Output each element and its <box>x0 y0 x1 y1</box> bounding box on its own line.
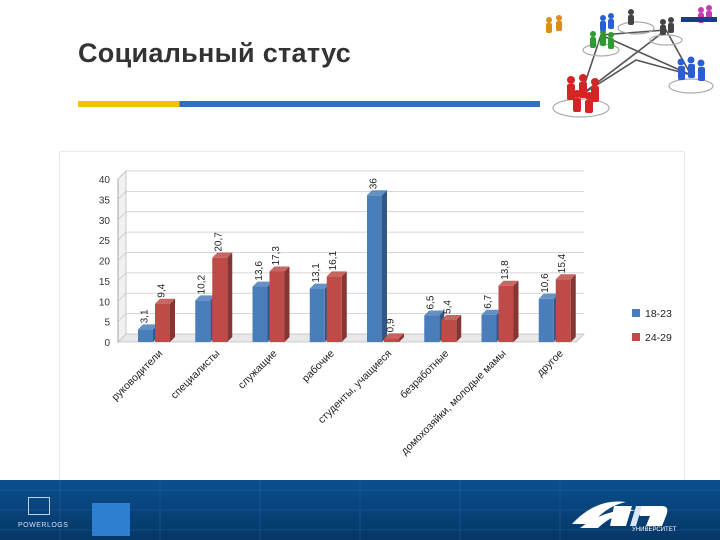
x-tick-label: рабочие <box>300 348 337 385</box>
bar-value-label: 13,6 <box>254 261 265 281</box>
bar <box>155 303 170 342</box>
bar <box>498 285 514 342</box>
bar-side <box>456 314 462 342</box>
gridline <box>117 231 584 241</box>
bar-side <box>341 271 347 342</box>
gridline <box>117 190 584 200</box>
bar-value-label: 0,9 <box>386 318 397 332</box>
legend-label: 18-23 <box>645 308 672 320</box>
bar-side <box>570 274 576 342</box>
title-underline <box>78 101 540 107</box>
bar-value-label: 16,1 <box>328 250 339 270</box>
bar-top <box>498 280 519 286</box>
powerlog-logo-text: POWERLOGS <box>18 522 69 529</box>
y-tick-label: 5 <box>104 318 110 329</box>
bar-top <box>441 314 462 320</box>
bar-value-label: 17,3 <box>271 246 282 266</box>
bar-value-label: 10,6 <box>540 273 551 293</box>
bar-value-label: 6,5 <box>426 295 437 309</box>
slide-title: Социальный статус <box>78 38 352 68</box>
bar-top <box>384 333 404 339</box>
bar-value-label: 15,4 <box>557 253 568 273</box>
bar-value-label: 3,1 <box>140 309 151 323</box>
x-tick-label: другое <box>534 348 565 379</box>
bar-top <box>367 190 387 196</box>
y-tick-label: 40 <box>99 175 111 186</box>
bar-value-label: 9,4 <box>157 283 168 297</box>
y-tick-label: 20 <box>99 257 111 268</box>
bar-side <box>284 266 290 342</box>
bar <box>555 279 571 342</box>
bar-top <box>212 252 233 258</box>
bar <box>309 288 325 342</box>
bar <box>441 319 457 342</box>
bar-value-label: 5,4 <box>443 300 454 314</box>
powerlog-logo-icon <box>28 497 50 515</box>
y-tick-label: 0 <box>104 338 110 349</box>
bar-top <box>155 298 175 304</box>
x-tick-label: служащие <box>236 348 280 392</box>
legend-swatch <box>632 309 640 317</box>
y-tick-label: 35 <box>99 195 111 206</box>
social-network-illustration <box>541 0 720 142</box>
bar-top <box>481 309 502 315</box>
bar <box>538 298 554 342</box>
bar-top <box>252 281 273 287</box>
gridline <box>117 170 584 180</box>
bar-value-label: 36 <box>369 178 380 190</box>
gridline <box>117 292 584 302</box>
bar-chart: 0 5 10 15 20 25 30 35 40 3,1 9,4 руководители 10,2 20… <box>99 170 672 458</box>
gridline <box>117 252 584 261</box>
y-tick-label: 30 <box>99 216 111 227</box>
bar <box>252 286 268 342</box>
bar <box>384 338 399 342</box>
bar-top <box>195 295 216 301</box>
gridline <box>117 272 584 282</box>
bar <box>195 300 211 342</box>
bar-value-label: 6,7 <box>483 294 494 308</box>
university-logo <box>572 501 668 528</box>
x-tick-label: безработные <box>398 348 452 402</box>
bar <box>367 195 382 342</box>
bar-side <box>170 298 175 342</box>
bar-value-label: 10,2 <box>197 275 208 295</box>
bar-value-label: 13,1 <box>311 263 322 283</box>
bar-top <box>309 283 330 289</box>
bar-side <box>399 333 404 342</box>
bar <box>424 315 440 342</box>
bar-side <box>227 252 233 342</box>
bar <box>481 314 497 342</box>
bar <box>269 271 285 342</box>
footer-accent-square <box>92 503 130 536</box>
x-tick-label: руководители <box>109 348 165 404</box>
university-logo-caption: УНИВЕРСИТЕТ <box>632 527 677 533</box>
bar-value-label: 20,7 <box>214 232 225 252</box>
bar-top <box>138 324 158 330</box>
bar-top <box>326 271 347 277</box>
y-tick-label: 25 <box>99 236 111 247</box>
legend-swatch <box>632 333 640 341</box>
bar-side <box>382 190 387 342</box>
bar <box>138 329 153 342</box>
bar-top <box>424 310 445 316</box>
legend-label: 24-29 <box>645 332 672 344</box>
y-tick-label: 15 <box>99 277 111 288</box>
x-tick-label: домохозяйки, молодые мамы <box>399 348 509 458</box>
bar-top <box>555 274 576 280</box>
x-tick-label: специалисты <box>169 348 223 402</box>
y-tick-label: 10 <box>99 297 111 308</box>
bar-value-label: 13,8 <box>500 260 511 280</box>
bar <box>212 257 228 342</box>
bar <box>326 276 342 342</box>
gridline <box>117 211 584 221</box>
bar-side <box>513 280 519 342</box>
chart-panel: 0 5 10 15 20 25 30 35 40 3,1 9,4 руководители 10,2 20… <box>60 152 684 495</box>
bar-top <box>269 266 290 272</box>
bar-top <box>538 293 559 299</box>
